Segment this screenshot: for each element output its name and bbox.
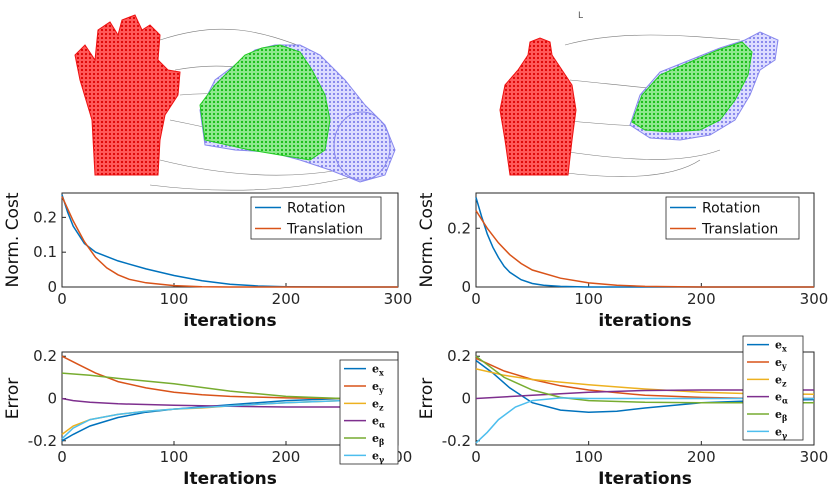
x-axis-label: iterations <box>598 311 691 331</box>
legend-box <box>339 359 399 465</box>
legend-label-0: Rotation <box>702 201 761 217</box>
series-line-1 <box>475 210 814 288</box>
x-tick-label: 300 <box>800 290 829 308</box>
y-tick-label: 0 <box>47 278 57 296</box>
x-tick-label: 100 <box>574 448 603 466</box>
legend-label-1: Translation <box>701 222 778 238</box>
y-tick-label: -0.2 <box>442 432 471 450</box>
series-line-4 <box>475 355 814 404</box>
x-tick-label: 300 <box>384 290 413 308</box>
bottle-target-cloud <box>629 31 779 141</box>
legend-box <box>665 196 800 240</box>
series-line-3 <box>61 397 398 408</box>
y-axis-label: Error <box>3 378 23 419</box>
y-tick-label: 0 <box>47 390 57 408</box>
x-tick-label: 200 <box>687 290 716 308</box>
y-tick-label: 0.1 <box>33 243 57 261</box>
chart-error-left: 0100200300-0.200.2IterationsErrorexeyeze… <box>3 347 412 489</box>
y-axis-label: Norm. Cost <box>3 192 23 287</box>
y-tick-label: 0.2 <box>33 347 57 365</box>
legend-box <box>742 335 804 441</box>
chart-cost-right: 0 100 200 300 0 0.2 iterations Norm. Cost Rotati… <box>417 192 828 331</box>
series-line-5 <box>475 397 814 444</box>
x-tick-label: 0 <box>471 290 481 308</box>
x-axis-label: Iterations <box>598 469 692 489</box>
x-tick-label: 100 <box>160 290 189 308</box>
x-tick-label: 0 <box>57 448 67 466</box>
x-tick-label: 200 <box>272 290 301 308</box>
x-tick-label: 200 <box>687 448 716 466</box>
x-tick-label: 100 <box>160 448 189 466</box>
series-line-4 <box>61 372 398 400</box>
x-axis-label: Iterations <box>183 469 277 489</box>
legend-label-1: Translation <box>286 222 363 238</box>
legend-box <box>250 196 382 240</box>
y-axis-label: Norm. Cost <box>417 192 437 287</box>
y-tick-label: 0.2 <box>447 347 471 365</box>
y-axis-label: Error <box>417 378 437 419</box>
series-line-0 <box>475 197 814 288</box>
glove-target-cloud <box>199 44 396 183</box>
x-tick-label: 100 <box>574 290 603 308</box>
stray-mark: L <box>578 11 583 21</box>
y-tick-label: -0.2 <box>28 432 57 450</box>
x-tick-label: 300 <box>800 448 829 466</box>
y-tick-label: 0.2 <box>33 208 57 226</box>
series-line-1 <box>61 196 398 288</box>
y-tick-label: 0 <box>461 278 471 296</box>
series-line-5 <box>61 398 399 440</box>
chart-cost-left: 0 100 200 300 0 0.1 0.2 iterations Norm. Cost Rot… <box>3 192 412 331</box>
bottle-source-cloud <box>499 37 577 176</box>
x-axis-label: iterations <box>183 311 276 331</box>
y-tick-label: 0.2 <box>447 219 471 237</box>
y-tick-label: 0 <box>461 390 471 408</box>
series-line-1 <box>61 355 398 400</box>
glove-source-cloud <box>74 14 181 176</box>
legend-label-0: Rotation <box>287 201 346 217</box>
x-tick-label: 200 <box>272 448 301 466</box>
x-tick-label: 0 <box>57 290 67 308</box>
chart-error-right: 0 100 200 300-0.200.2IterationsErrorexeyeze… <box>417 335 829 489</box>
x-tick-label: 0 <box>471 448 481 466</box>
